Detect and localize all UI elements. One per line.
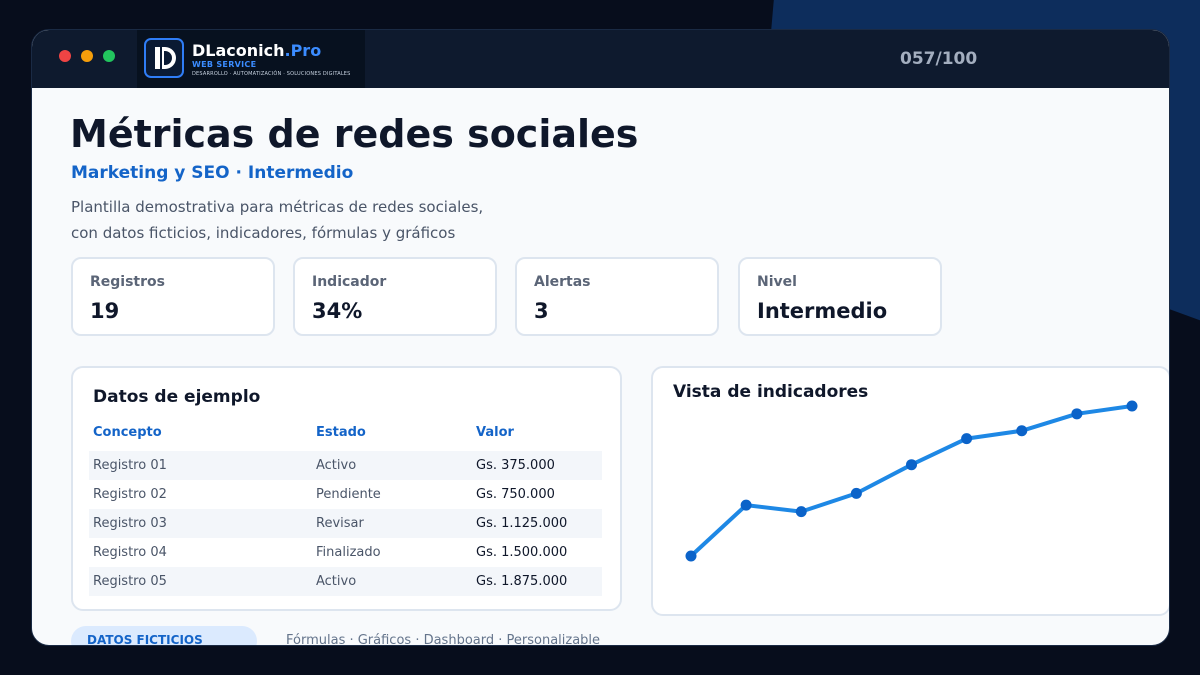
logo-name: DLaconich.Pro	[192, 41, 322, 60]
kpi-label: Alertas	[534, 274, 591, 290]
column-header-estado: Estado	[316, 425, 366, 440]
cell-concepto: Registro 05	[93, 574, 167, 589]
badge-label: DATOS FICTICIOS	[87, 633, 203, 646]
logo-service-label: WEB SERVICE	[192, 60, 257, 69]
data-point	[906, 459, 917, 471]
table-row: Registro 05 Activo Gs. 1.875.000	[89, 567, 602, 596]
data-table-card: Datos de ejemplo Concepto Estado Valor R…	[71, 366, 622, 611]
cell-valor: Gs. 750.000	[476, 487, 555, 502]
minimize-window-button[interactable]	[81, 50, 93, 62]
series-line	[689, 404, 1133, 558]
data-point	[961, 433, 973, 445]
kpi-value: 19	[90, 299, 120, 323]
cell-estado: Activo	[316, 574, 357, 589]
cell-estado: Pendiente	[316, 487, 381, 502]
cell-estado: Finalizado	[316, 545, 381, 560]
table-row: Registro 03 Revisar Gs. 1.125.000	[89, 509, 602, 538]
data-point	[685, 550, 697, 562]
page-subtitle: Marketing y SEO · Intermedio	[71, 163, 354, 183]
kpi-value: Intermedio	[757, 299, 888, 323]
table-row: Registro 04 Finalizado Gs. 1.500.000	[89, 538, 602, 567]
maximize-window-button[interactable]	[103, 50, 115, 62]
data-point	[795, 506, 807, 518]
cell-estado: Revisar	[316, 516, 364, 531]
page-description: Plantilla demostrativa para métricas de …	[71, 194, 571, 246]
logo-tagline: DESARROLLO · AUTOMATIZACIÓN · SOLUCIONES…	[192, 71, 351, 77]
kpi-value: 34%	[312, 299, 363, 323]
cell-valor: Gs. 1.875.000	[476, 574, 568, 589]
cell-concepto: Registro 01	[93, 458, 167, 473]
data-point	[850, 487, 862, 499]
kpi-card-nivel: Nivel Intermedio	[738, 257, 942, 336]
footer-features-text: Fórmulas · Gráficos · Dashboard · Person…	[286, 633, 601, 646]
table-title: Datos de ejemplo	[93, 387, 261, 407]
data-point	[1126, 400, 1138, 412]
kpi-label: Indicador	[312, 274, 387, 290]
title-bar: DLaconich.Pro WEB SERVICE DESARROLLO · A…	[32, 30, 1169, 88]
kpi-value: 3	[534, 299, 549, 323]
data-point	[1071, 408, 1083, 420]
page-title: Métricas de redes sociales	[70, 112, 639, 156]
cell-concepto: Registro 03	[93, 516, 167, 531]
cell-valor: Gs. 375.000	[476, 458, 555, 473]
kpi-card-registros: Registros 19	[71, 257, 275, 336]
app-window: DLaconich.Pro WEB SERVICE DESARROLLO · A…	[31, 29, 1170, 646]
logo-mark-icon	[144, 38, 184, 78]
column-header-concepto: Concepto	[93, 425, 162, 440]
table-row: Registro 02 Pendiente Gs. 750.000	[89, 480, 602, 509]
cell-estado: Activo	[316, 458, 357, 473]
fictitious-data-badge: DATOS FICTICIOS	[71, 626, 257, 646]
cell-valor: Gs. 1.125.000	[476, 516, 568, 531]
chart-title: Vista de indicadores	[673, 382, 869, 402]
kpi-card-alertas: Alertas 3	[515, 257, 719, 336]
line-chart	[685, 400, 1138, 562]
table-header: Concepto Estado Valor	[93, 425, 603, 445]
data-point	[740, 499, 752, 511]
cell-concepto: Registro 02	[93, 487, 167, 502]
description-line-2: con datos ficticios, indicadores, fórmul…	[71, 224, 456, 242]
brand-logo: DLaconich.Pro WEB SERVICE DESARROLLO · A…	[137, 30, 365, 88]
table-row: Registro 01 Activo Gs. 375.000	[89, 451, 602, 480]
kpi-label: Nivel	[757, 274, 797, 290]
kpi-card-indicador: Indicador 34%	[293, 257, 497, 336]
close-window-button[interactable]	[59, 50, 71, 62]
data-point	[1016, 425, 1028, 437]
kpi-label: Registros	[90, 274, 165, 290]
slide-counter: 057/100	[900, 49, 978, 69]
chart-card: Vista de indicadores	[651, 366, 1169, 616]
description-line-1: Plantilla demostrativa para métricas de …	[71, 198, 484, 216]
column-header-valor: Valor	[476, 425, 514, 440]
cell-concepto: Registro 04	[93, 545, 167, 560]
cell-valor: Gs. 1.500.000	[476, 545, 568, 560]
